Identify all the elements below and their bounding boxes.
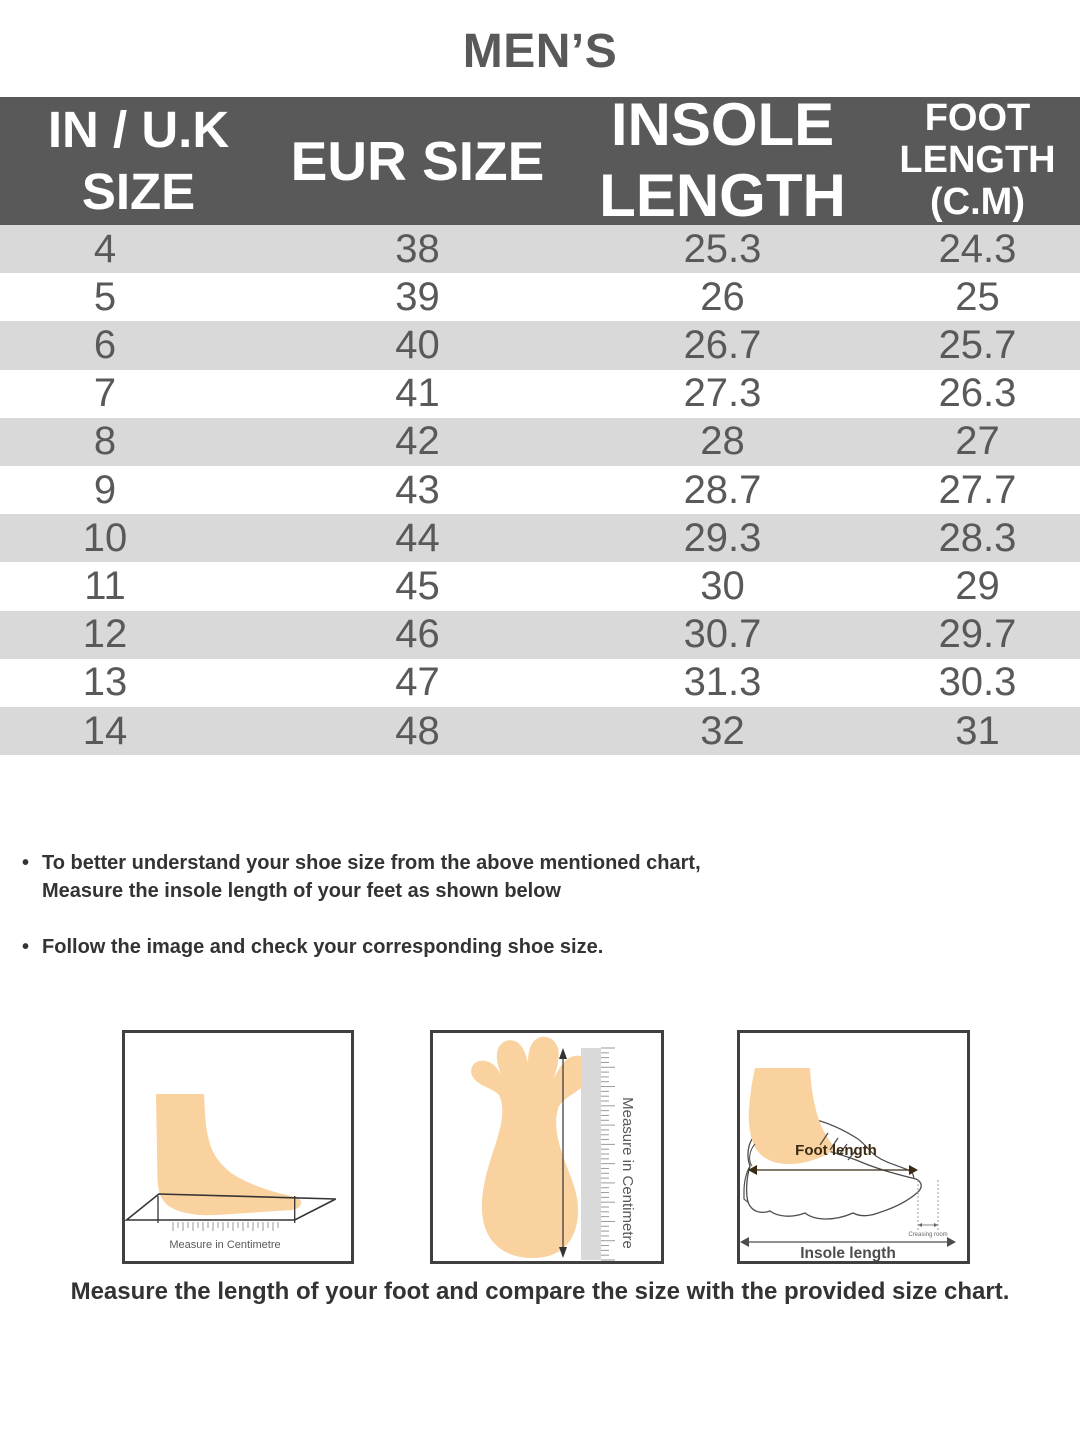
svg-text:Measure in Centimetre: Measure in Centimetre [619,1097,636,1249]
svg-text:Measure in Centimetre: Measure in Centimetre [169,1239,280,1251]
svg-text:Foot length: Foot length [795,1142,877,1159]
svg-text:Insole length: Insole length [800,1245,896,1262]
svg-text:Creasing room: Creasing room [908,1232,947,1238]
